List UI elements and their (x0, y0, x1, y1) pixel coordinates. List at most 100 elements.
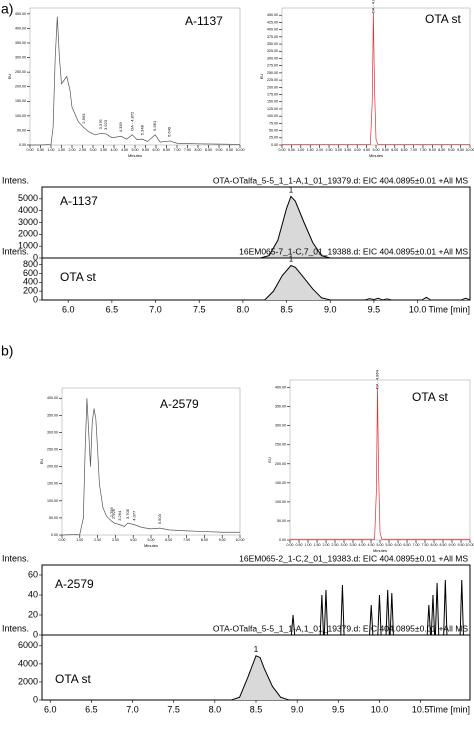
x-tick-label: 7.00 (183, 538, 190, 542)
peak-label: 2.799 (109, 507, 114, 518)
trace-header: 16EM065-7_1-C,7_01_19388.d: EIC 404.0895… (239, 246, 468, 256)
peak-label: 5.348 (139, 124, 144, 135)
peak-label: 3.705 (125, 508, 130, 519)
sample-label: A-2579 (55, 577, 94, 591)
trace-header: 16EM065-2_1-C,2_01_19383.d: EIC 404.0895… (239, 553, 468, 563)
y-tick-label: 50.00 (277, 519, 286, 523)
sample-label: OTA st (55, 672, 91, 686)
x-tick-label: 6.0 (62, 304, 75, 314)
x-tick-label: 2.00 (69, 148, 76, 152)
x-tick-label: 3.00 (341, 543, 348, 547)
x-tick-label: 2.50 (332, 543, 339, 547)
y-tick-label: 425.00 (267, 20, 278, 24)
x-tick-label: 10.00 (466, 543, 474, 547)
y-tick-label: 125.00 (267, 107, 278, 111)
x-tick-label: 6.5 (85, 704, 98, 714)
x-tick-label: 4.00 (354, 148, 361, 152)
x-tick-label: 1.00 (305, 543, 312, 547)
y-tick-label: 400 (23, 277, 38, 287)
y-axis-label: Intens. (2, 553, 29, 563)
y-tick-label: 300.00 (275, 424, 286, 428)
y-tick-label: 0.00 (19, 143, 26, 147)
y-tick-label: 350.00 (275, 405, 286, 409)
x-tick-label: 3.50 (350, 543, 357, 547)
y-tick-label: 2000 (18, 229, 38, 239)
y-tick-label: 150.00 (275, 481, 286, 485)
x-tick-label: 6.0 (44, 704, 57, 714)
x-tick-label: 1.00 (76, 538, 83, 542)
y-axis-label: Intens. (2, 175, 29, 185)
x-tick-label: 6.50 (401, 148, 408, 152)
x-tick-label: 3.50 (344, 148, 351, 152)
sample-label: OTA st (425, 12, 461, 26)
x-tick-label: 9.00 (219, 538, 226, 542)
x-tick-label: 9.50 (457, 148, 464, 152)
x-tick-label: 6.5 (106, 304, 119, 314)
x-tick-label: 4.00 (130, 538, 137, 542)
x-tick-label: 8.5 (280, 304, 293, 314)
x-tick-label: 7.00 (413, 543, 420, 547)
x-tick-label: 9.0 (291, 704, 304, 714)
x-axis-label: Time [min] (428, 704, 470, 714)
y-axis-label: Intens. (2, 623, 29, 633)
x-tick-label: 8.50 (205, 148, 212, 152)
y-tick-label: 2000 (18, 676, 38, 686)
trace (42, 195, 470, 259)
y-tick-label: 0 (33, 694, 38, 704)
trace-header: OTA-OTalfa_5-5_1_1-A,1_01_19379.d: EIC 4… (213, 623, 469, 633)
x-tick-label: 7.5 (193, 304, 206, 314)
x-tick-label: 0.50 (288, 148, 295, 152)
y-tick-label: 400.00 (47, 396, 58, 400)
x-tick-label: 7.0 (149, 304, 162, 314)
y-tick-label: 400.00 (275, 386, 286, 390)
plot-frame (29, 7, 241, 146)
x-tick-label: 4.00 (359, 543, 366, 547)
y-tick-label: 100.00 (15, 114, 26, 118)
sample-label: A-1137 (60, 194, 98, 208)
x-axis-label: Minutes (373, 548, 387, 553)
x-tick-label: 9.0 (324, 304, 337, 314)
y-tick-label: 325.00 (267, 49, 278, 53)
x-tick-label: 10.00 (236, 148, 245, 152)
x-tick-label: 7.50 (422, 543, 429, 547)
y-tick-label: 350.00 (15, 41, 26, 45)
y-axis-label: EU (267, 457, 272, 463)
peak-label: 1 (289, 186, 294, 195)
y-tick-label: 100.00 (267, 114, 278, 118)
x-tick-label: 3.00 (335, 148, 342, 152)
x-tick-label: 10.0 (409, 304, 427, 314)
y-tick-label: 50.00 (17, 128, 26, 132)
x-tick-label: 8.0 (209, 704, 222, 714)
x-tick-label: 9.00 (448, 148, 455, 152)
x-tick-label: 5.00 (377, 543, 384, 547)
x-tick-label: 9.50 (458, 543, 465, 547)
x-tick-label: 7.50 (184, 148, 191, 152)
x-tick-label: 0.00 (287, 543, 294, 547)
y-tick-label: 0 (33, 294, 38, 304)
peak-label: 2.929 (111, 508, 116, 519)
peak-label: 1 (254, 645, 259, 654)
y-tick-label: 20 (28, 609, 38, 619)
x-tick-label: 5.00 (148, 538, 155, 542)
x-tick-label: 10.0 (371, 704, 389, 714)
y-tick-label: 75.00 (269, 121, 278, 125)
y-tick-label: 350.00 (267, 42, 278, 46)
x-tick-label: 8.50 (440, 543, 447, 547)
peak-label: 3.376 (98, 119, 103, 130)
x-tick-label: 7.00 (174, 148, 181, 152)
x-tick-label: 6.00 (395, 543, 402, 547)
y-tick-label: 300.00 (15, 56, 26, 60)
sample-label: A-1137 (185, 14, 223, 28)
y-tick-label: 250.00 (15, 70, 26, 74)
y-tick-label: 0 (33, 629, 38, 639)
y-tick-label: 300.00 (47, 430, 58, 434)
y-axis-label: Intens. (2, 246, 29, 256)
y-tick-label: 4000 (18, 658, 38, 668)
x-tick-label: 2.50 (79, 148, 86, 152)
x-tick-label: 7.00 (410, 148, 417, 152)
x-tick-label: 9.00 (216, 148, 223, 152)
peak-label: OA - 4.872 (129, 111, 134, 131)
x-tick-label: 5.00 (132, 148, 139, 152)
x-tick-label: 10.00 (466, 148, 474, 152)
x-axis-label: Minutes (128, 153, 142, 158)
